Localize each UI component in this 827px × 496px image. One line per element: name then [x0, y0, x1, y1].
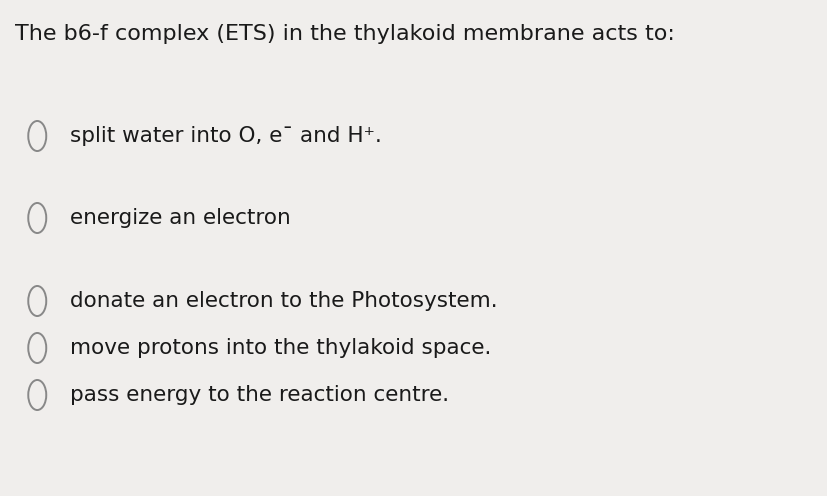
Text: The b6-f complex (ETS) in the thylakoid membrane acts to:: The b6-f complex (ETS) in the thylakoid … [15, 24, 674, 44]
Text: donate an electron to the Photosystem.: donate an electron to the Photosystem. [70, 291, 497, 311]
Text: split water into O, e¯ and H⁺.: split water into O, e¯ and H⁺. [70, 126, 382, 146]
Text: energize an electron: energize an electron [70, 208, 291, 228]
Text: move protons into the thylakoid space.: move protons into the thylakoid space. [70, 338, 491, 358]
Text: pass energy to the reaction centre.: pass energy to the reaction centre. [70, 385, 449, 405]
